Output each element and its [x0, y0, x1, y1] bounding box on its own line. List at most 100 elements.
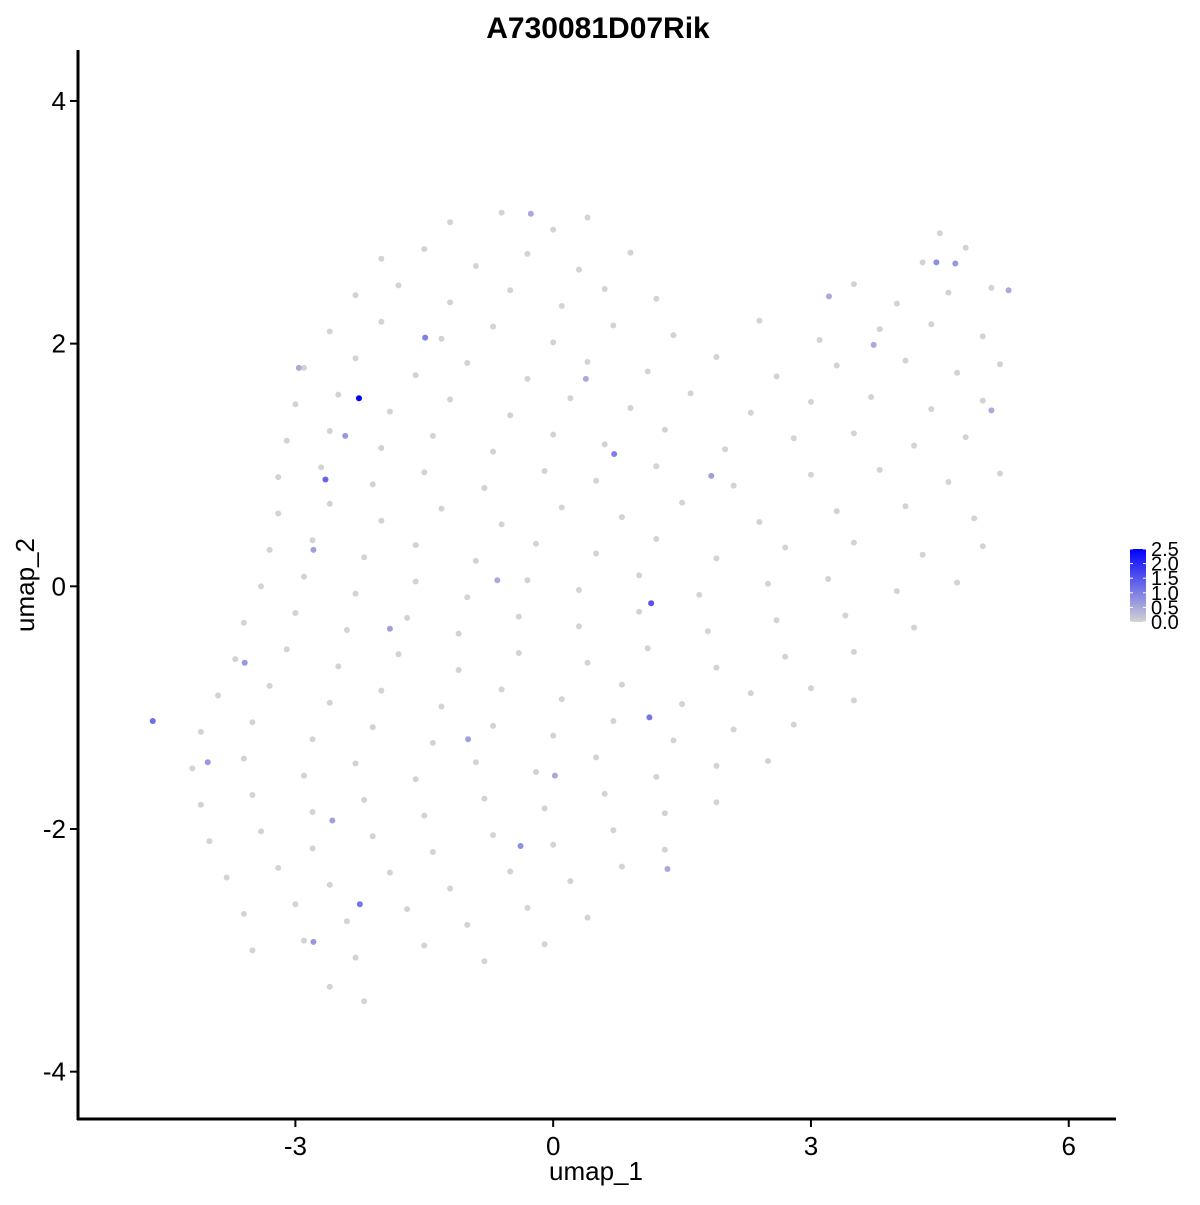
- cell-point: [532, 768, 539, 775]
- cell-point: [1005, 287, 1012, 294]
- cell-point: [696, 591, 703, 598]
- cell-point: [352, 760, 359, 767]
- chart-title: A730081D07Rik: [486, 12, 710, 45]
- x-tick-label: -3: [284, 1131, 307, 1161]
- cell-point: [826, 293, 833, 300]
- cell-point: [558, 696, 565, 703]
- cell-point: [550, 841, 557, 848]
- cell-point: [661, 810, 668, 817]
- cell-point: [326, 983, 333, 990]
- cell-point: [369, 833, 376, 840]
- cell-point: [764, 758, 771, 765]
- cell-point: [249, 947, 256, 954]
- cell-point: [490, 832, 497, 839]
- cell-point: [421, 942, 428, 949]
- cell-point: [850, 539, 857, 546]
- cell-point: [204, 759, 211, 766]
- cell-point: [310, 546, 317, 553]
- cell-point: [636, 608, 643, 615]
- cell-point: [747, 690, 754, 697]
- cell-point: [249, 719, 256, 726]
- cell-point: [601, 790, 608, 797]
- cell-point: [933, 259, 940, 266]
- cell-point: [266, 682, 273, 689]
- cell-point: [215, 692, 222, 699]
- cell-point: [558, 303, 565, 310]
- x-axis-title: umap_1: [549, 1156, 643, 1186]
- cell-point: [850, 430, 857, 437]
- y-tick-label: -4: [43, 1057, 66, 1087]
- cell-point: [524, 577, 531, 584]
- cell-point: [258, 828, 265, 835]
- cell-point: [322, 476, 329, 483]
- cell-point: [352, 954, 359, 961]
- cell-point: [335, 663, 342, 670]
- cell-point: [747, 409, 754, 416]
- cell-point: [447, 885, 454, 892]
- cell-point: [833, 362, 840, 369]
- cell-point: [893, 300, 900, 307]
- cell-point: [618, 863, 625, 870]
- cell-point: [369, 481, 376, 488]
- cell-point: [648, 600, 655, 607]
- cell-point: [240, 619, 247, 626]
- cell-point: [507, 287, 514, 294]
- cell-point: [481, 795, 488, 802]
- cell-point: [197, 728, 204, 735]
- cell-point: [988, 284, 995, 291]
- cell-point: [515, 613, 522, 620]
- colorbar-label: 2.0: [1151, 554, 1179, 576]
- cell-point: [575, 586, 582, 593]
- cell-point: [782, 544, 789, 551]
- cell-point: [464, 360, 471, 367]
- colorbar: 0.00.51.01.52.02.5: [1130, 539, 1179, 634]
- cell-point: [850, 697, 857, 704]
- cell-point: [636, 572, 643, 579]
- cell-point: [206, 838, 213, 845]
- cell-point: [527, 210, 534, 217]
- cell-point: [429, 849, 436, 856]
- cell-point: [627, 249, 634, 256]
- colorbar-label: 2.5: [1151, 539, 1179, 561]
- cell-point: [309, 845, 316, 852]
- cell-point: [464, 921, 471, 928]
- cell-point: [515, 650, 522, 657]
- cell-point: [300, 772, 307, 779]
- cell-point: [550, 431, 557, 438]
- cell-point: [764, 580, 771, 587]
- cell-point: [223, 874, 230, 881]
- cell-point: [996, 470, 1003, 477]
- cell-point: [593, 754, 600, 761]
- cell-point: [782, 653, 789, 660]
- cell-point: [593, 550, 600, 557]
- cell-point: [687, 390, 694, 397]
- cell-point: [644, 368, 651, 375]
- cell-point: [807, 398, 814, 405]
- cell-point: [292, 610, 299, 617]
- cell-point: [356, 901, 363, 908]
- cell-point: [541, 805, 548, 812]
- cell-point: [507, 412, 514, 419]
- cell-point: [550, 226, 557, 233]
- cell-point: [773, 373, 780, 380]
- cell-point: [232, 656, 239, 663]
- cell-point: [517, 842, 524, 849]
- cell-point: [611, 451, 618, 458]
- cell-point: [498, 521, 505, 528]
- cell-point: [618, 681, 625, 688]
- x-tick-label: 3: [804, 1131, 818, 1161]
- y-tick-label: 0: [52, 571, 66, 601]
- cell-point: [378, 318, 385, 325]
- cell-point: [870, 341, 877, 348]
- cell-point: [300, 937, 307, 944]
- y-tick-label: 2: [52, 329, 66, 359]
- cell-point: [490, 323, 497, 330]
- cell-point: [421, 469, 428, 476]
- cell-point: [713, 353, 720, 360]
- cell-point: [275, 864, 282, 871]
- cell-point: [919, 259, 926, 266]
- cell-point: [661, 846, 668, 853]
- cell-point: [988, 407, 995, 414]
- cell-point: [979, 397, 986, 404]
- cell-point: [421, 245, 428, 252]
